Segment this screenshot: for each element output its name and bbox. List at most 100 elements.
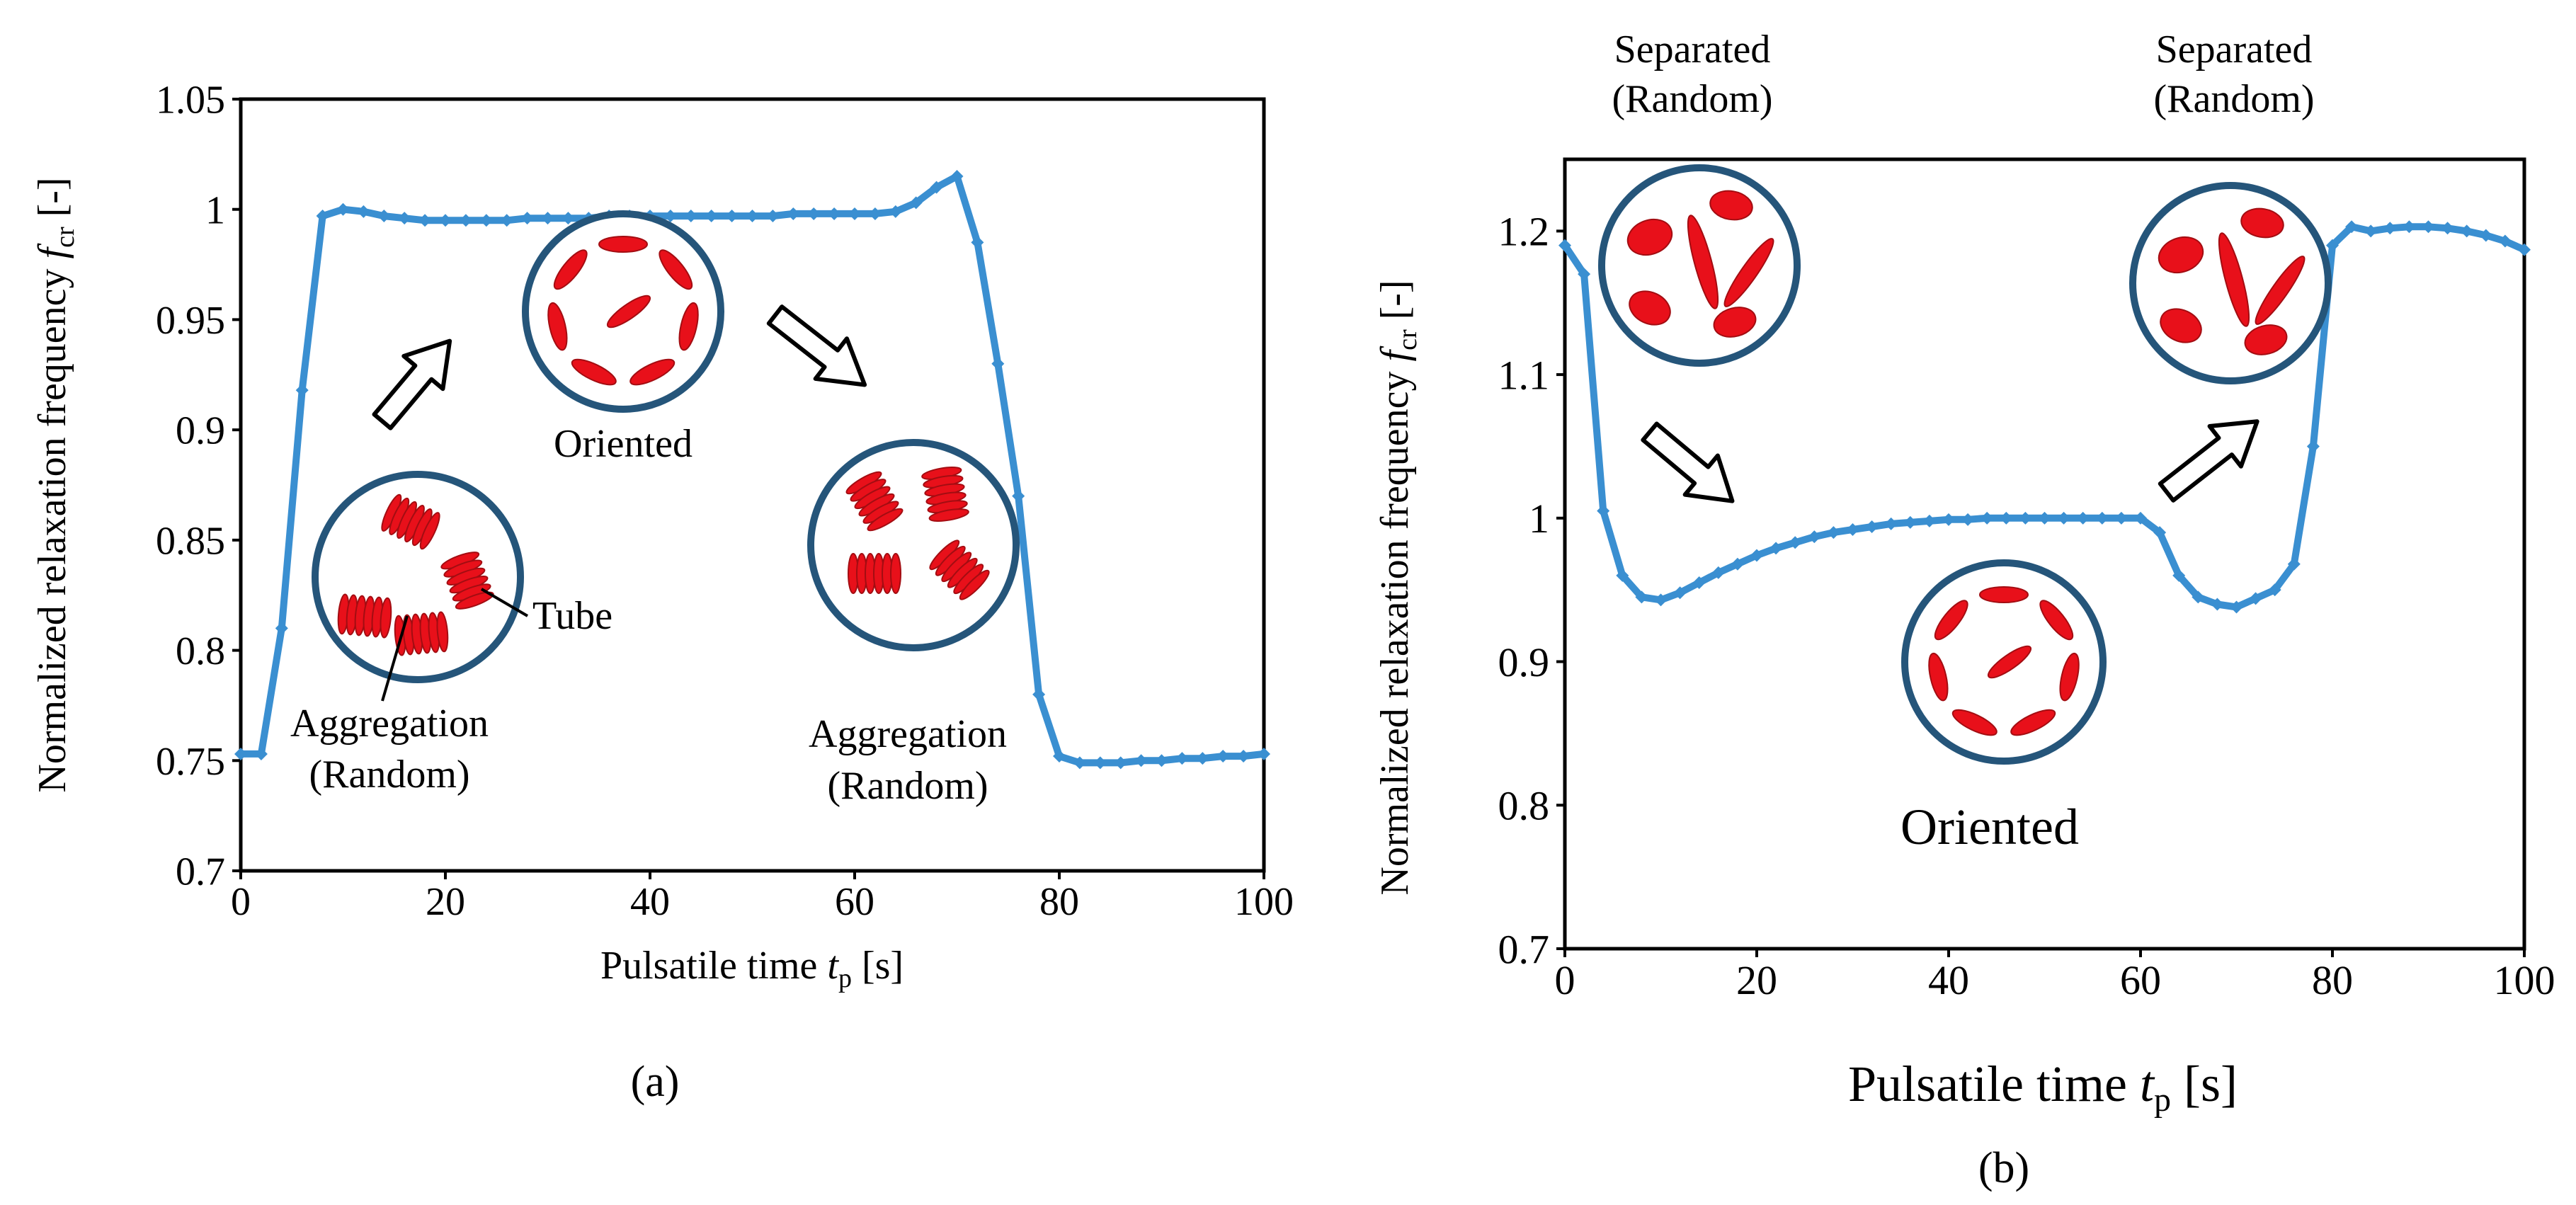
chart-a-point xyxy=(746,210,759,223)
chart-b-ytick-label: 1 xyxy=(1529,496,1549,542)
chart-a-point xyxy=(1134,754,1148,767)
chart-b-ytick-label: 0.7 xyxy=(1498,926,1550,972)
chart-a-point xyxy=(1196,752,1209,765)
chart-b-point xyxy=(2383,222,2397,235)
chart-b-xtick-label: 0 xyxy=(1555,957,1575,1003)
chart-b-point xyxy=(2134,511,2147,525)
chart-b-point xyxy=(2460,224,2473,238)
chart-a-point xyxy=(868,207,882,220)
chart-a-point xyxy=(663,210,677,223)
arrow-up-right-icon xyxy=(372,338,452,430)
chart-a-point xyxy=(684,210,697,223)
chart-a-point xyxy=(909,196,923,210)
chart-a-ytick-label: 1.05 xyxy=(156,79,225,122)
chart-b-point xyxy=(1827,526,1840,539)
chart-a-ylabel: Normalized relaxation frequency fcr [-] xyxy=(30,177,80,792)
chart-a-xtick-label: 0 xyxy=(231,880,251,924)
chart-a-point xyxy=(357,205,370,218)
chart-a-point xyxy=(377,210,391,223)
chart-a-point xyxy=(295,384,309,397)
chart-b-ytick-label: 1.2 xyxy=(1498,209,1550,255)
chart-b-ytick-label: 0.9 xyxy=(1498,639,1550,685)
chart-b-point xyxy=(1673,586,1687,600)
chart-b-point xyxy=(2153,526,2167,539)
chart-b-point xyxy=(1808,530,1821,544)
red-blood-cell-icon xyxy=(455,591,494,610)
chart-a-point xyxy=(787,207,800,220)
chart-a-ytick-label: 0.8 xyxy=(176,629,225,673)
chart-b-ytick-label: 0.8 xyxy=(1498,783,1550,829)
chart-a-point xyxy=(807,207,821,220)
chart-b-point xyxy=(2403,220,2416,234)
separated-random-label-1: (Random) xyxy=(1612,77,1772,121)
chart-a-xtick-label: 100 xyxy=(1234,880,1294,924)
chart-b-point xyxy=(1558,239,1571,252)
chart-b-xtick-label: 80 xyxy=(2312,957,2353,1003)
chart-b-xtick-label: 40 xyxy=(1928,957,1969,1003)
chart-a-point xyxy=(1175,752,1189,765)
chart-a-point xyxy=(950,170,964,183)
tube-aggregation-1 xyxy=(312,471,524,683)
chart-a-point xyxy=(541,212,554,225)
tube-oriented-a xyxy=(522,210,724,413)
arrow-up-right-icon xyxy=(2158,419,2259,503)
chart-a-point xyxy=(889,205,902,218)
rbc-stack xyxy=(337,593,392,639)
chart-a-point xyxy=(520,212,534,225)
chart-b-point xyxy=(2326,239,2339,252)
rbc-stack xyxy=(845,471,904,532)
chart-b-point xyxy=(1750,549,1763,562)
chart-b-plot-frame xyxy=(1563,157,2526,951)
chart-a-point xyxy=(479,214,493,227)
red-blood-cell-icon xyxy=(928,508,969,522)
aggregation-random-label-2: (Random) xyxy=(827,764,988,808)
aggregation-label-2: Aggregation xyxy=(809,712,1007,756)
red-blood-cell-icon xyxy=(2039,600,2074,641)
red-blood-cell-icon xyxy=(659,249,693,290)
chart-a-point xyxy=(1012,489,1025,503)
red-blood-cell-icon xyxy=(598,236,648,253)
chart-b-point xyxy=(2038,511,2051,525)
aggregation-label-1: Aggregation xyxy=(290,702,489,746)
chart-a-point xyxy=(705,210,718,223)
red-blood-cell-icon xyxy=(2255,256,2306,325)
chart-b-xtick-label: 100 xyxy=(2494,957,2555,1003)
arrow-down-right-icon xyxy=(1641,421,1735,503)
chart-b-point xyxy=(1654,593,1668,607)
chart-b-point xyxy=(2518,243,2531,256)
chart-a-point xyxy=(275,622,288,635)
chart-b-panel-label: (b) xyxy=(1978,1144,2029,1192)
red-blood-cell-icon xyxy=(606,295,651,329)
chart-a-point xyxy=(848,207,861,220)
red-blood-cell-icon xyxy=(1979,586,2029,603)
chart-b-xtick-label: 60 xyxy=(2120,957,2161,1003)
chart-a-xtick-label: 80 xyxy=(1039,880,1079,924)
chart-a-point xyxy=(336,202,350,216)
chart-a-point xyxy=(1114,756,1127,770)
separated-random-label-2: (Random) xyxy=(2153,77,2314,121)
chart-b-point xyxy=(1731,557,1744,571)
chart-b: 0.7 0.8 0.9 1 1.1 1.2 0 20 40 60 80 100 Normalized… xyxy=(1373,28,2555,1192)
chart-b-point xyxy=(2249,592,2262,605)
red-blood-cell-icon xyxy=(890,553,901,594)
rbc-stack xyxy=(381,493,440,550)
chart-b-point xyxy=(2422,220,2435,234)
chart-b-point xyxy=(1865,520,1879,533)
aggregation-pointer-line xyxy=(381,615,409,702)
chart-a-ytick-label: 0.75 xyxy=(156,740,225,784)
chart-a-point xyxy=(971,236,984,249)
chart-b-point xyxy=(2019,511,2032,525)
chart-a-point xyxy=(991,357,1005,370)
separated-label-2: Separated xyxy=(2156,28,2313,72)
chart-a-ytick-label: 0.95 xyxy=(156,299,225,343)
separated-label-1: Separated xyxy=(1614,28,1771,72)
chart-a-ytick-label: 0.7 xyxy=(176,850,225,894)
chart-a-plot-frame xyxy=(239,97,1266,873)
chart-b-point xyxy=(2172,569,2186,582)
chart-b-point xyxy=(1981,511,1994,525)
chart-b-point xyxy=(2114,511,2128,525)
chart-b-point xyxy=(2479,229,2492,242)
red-blood-cell-icon xyxy=(1934,600,1968,641)
